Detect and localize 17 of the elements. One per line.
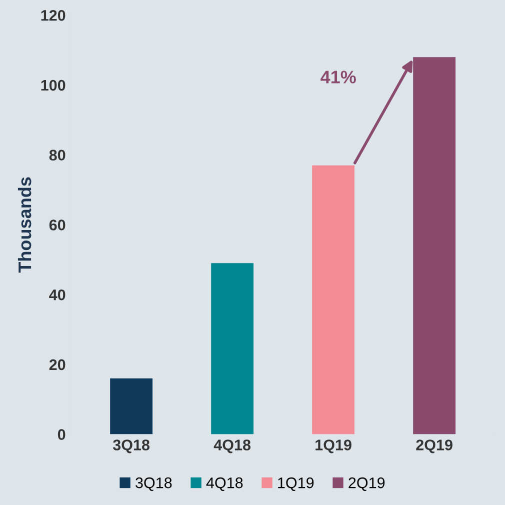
x-tick-label: 3Q18 (112, 440, 150, 454)
y-tick-label: 60 (49, 220, 66, 230)
y-axis-title: Thousands (18, 177, 32, 273)
legend-label: 1Q19 (278, 477, 314, 491)
legend-label: 4Q18 (206, 477, 243, 491)
y-tick-label: 0 (58, 429, 66, 440)
x-tick-label: 2Q19 (416, 440, 452, 454)
legend-label: 2Q19 (348, 477, 385, 491)
x-tick-label: 1Q19 (316, 440, 352, 454)
y-tick-label: 80 (49, 150, 66, 161)
y-tick-label: 100 (41, 80, 66, 91)
x-tick-label: 4Q18 (214, 440, 251, 454)
y-tick-label: 40 (49, 289, 66, 300)
y-tick-label: 20 (49, 359, 66, 370)
annotation: 41% (320, 70, 356, 84)
legend-label: 3Q18 (136, 477, 172, 491)
y-tick-label: 120 (41, 10, 66, 21)
